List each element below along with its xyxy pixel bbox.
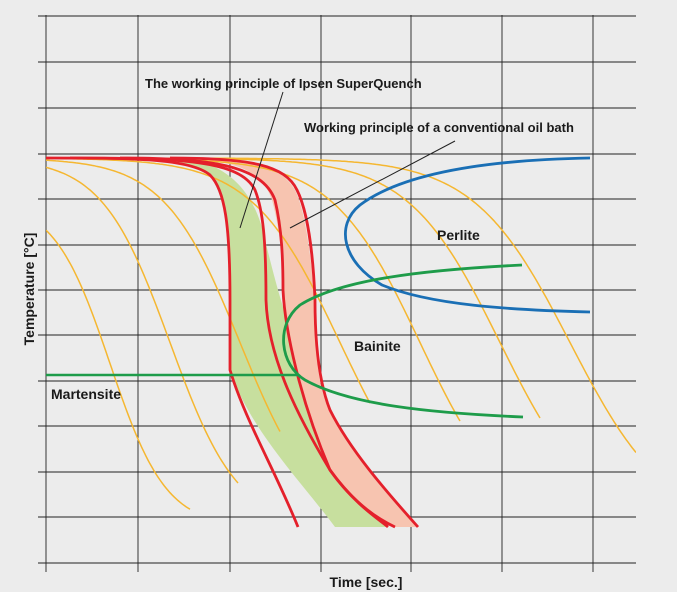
y-axis-label: Temperature [°C] xyxy=(21,233,37,346)
cooling-curve-1 xyxy=(46,229,191,510)
oil-bath-slow-curve xyxy=(169,156,420,528)
superquench-band xyxy=(46,158,388,527)
superquench-annotation: The working principle of Ipsen SuperQuen… xyxy=(145,76,422,91)
bainite-label: Bainite xyxy=(354,338,401,354)
cooling-curve-2 xyxy=(46,166,239,484)
perlite-curve xyxy=(344,156,591,314)
cooling-curve-4 xyxy=(59,157,371,404)
perlite-label: Perlite xyxy=(437,227,480,243)
oil-bath-annotation: Working principle of a conventional oil … xyxy=(304,120,574,135)
superquench-pointer xyxy=(239,91,284,229)
oil-bath-pointer xyxy=(289,140,456,229)
cooling-curve-3 xyxy=(46,159,281,432)
x-axis-label: Time [sec.] xyxy=(330,574,403,590)
martensite-label: Martensite xyxy=(51,386,121,402)
cooling-curve-7 xyxy=(180,157,636,453)
bainite-curve xyxy=(282,263,524,419)
oil-bath-band xyxy=(160,158,418,527)
oil-bath-fast-curve xyxy=(119,156,396,529)
